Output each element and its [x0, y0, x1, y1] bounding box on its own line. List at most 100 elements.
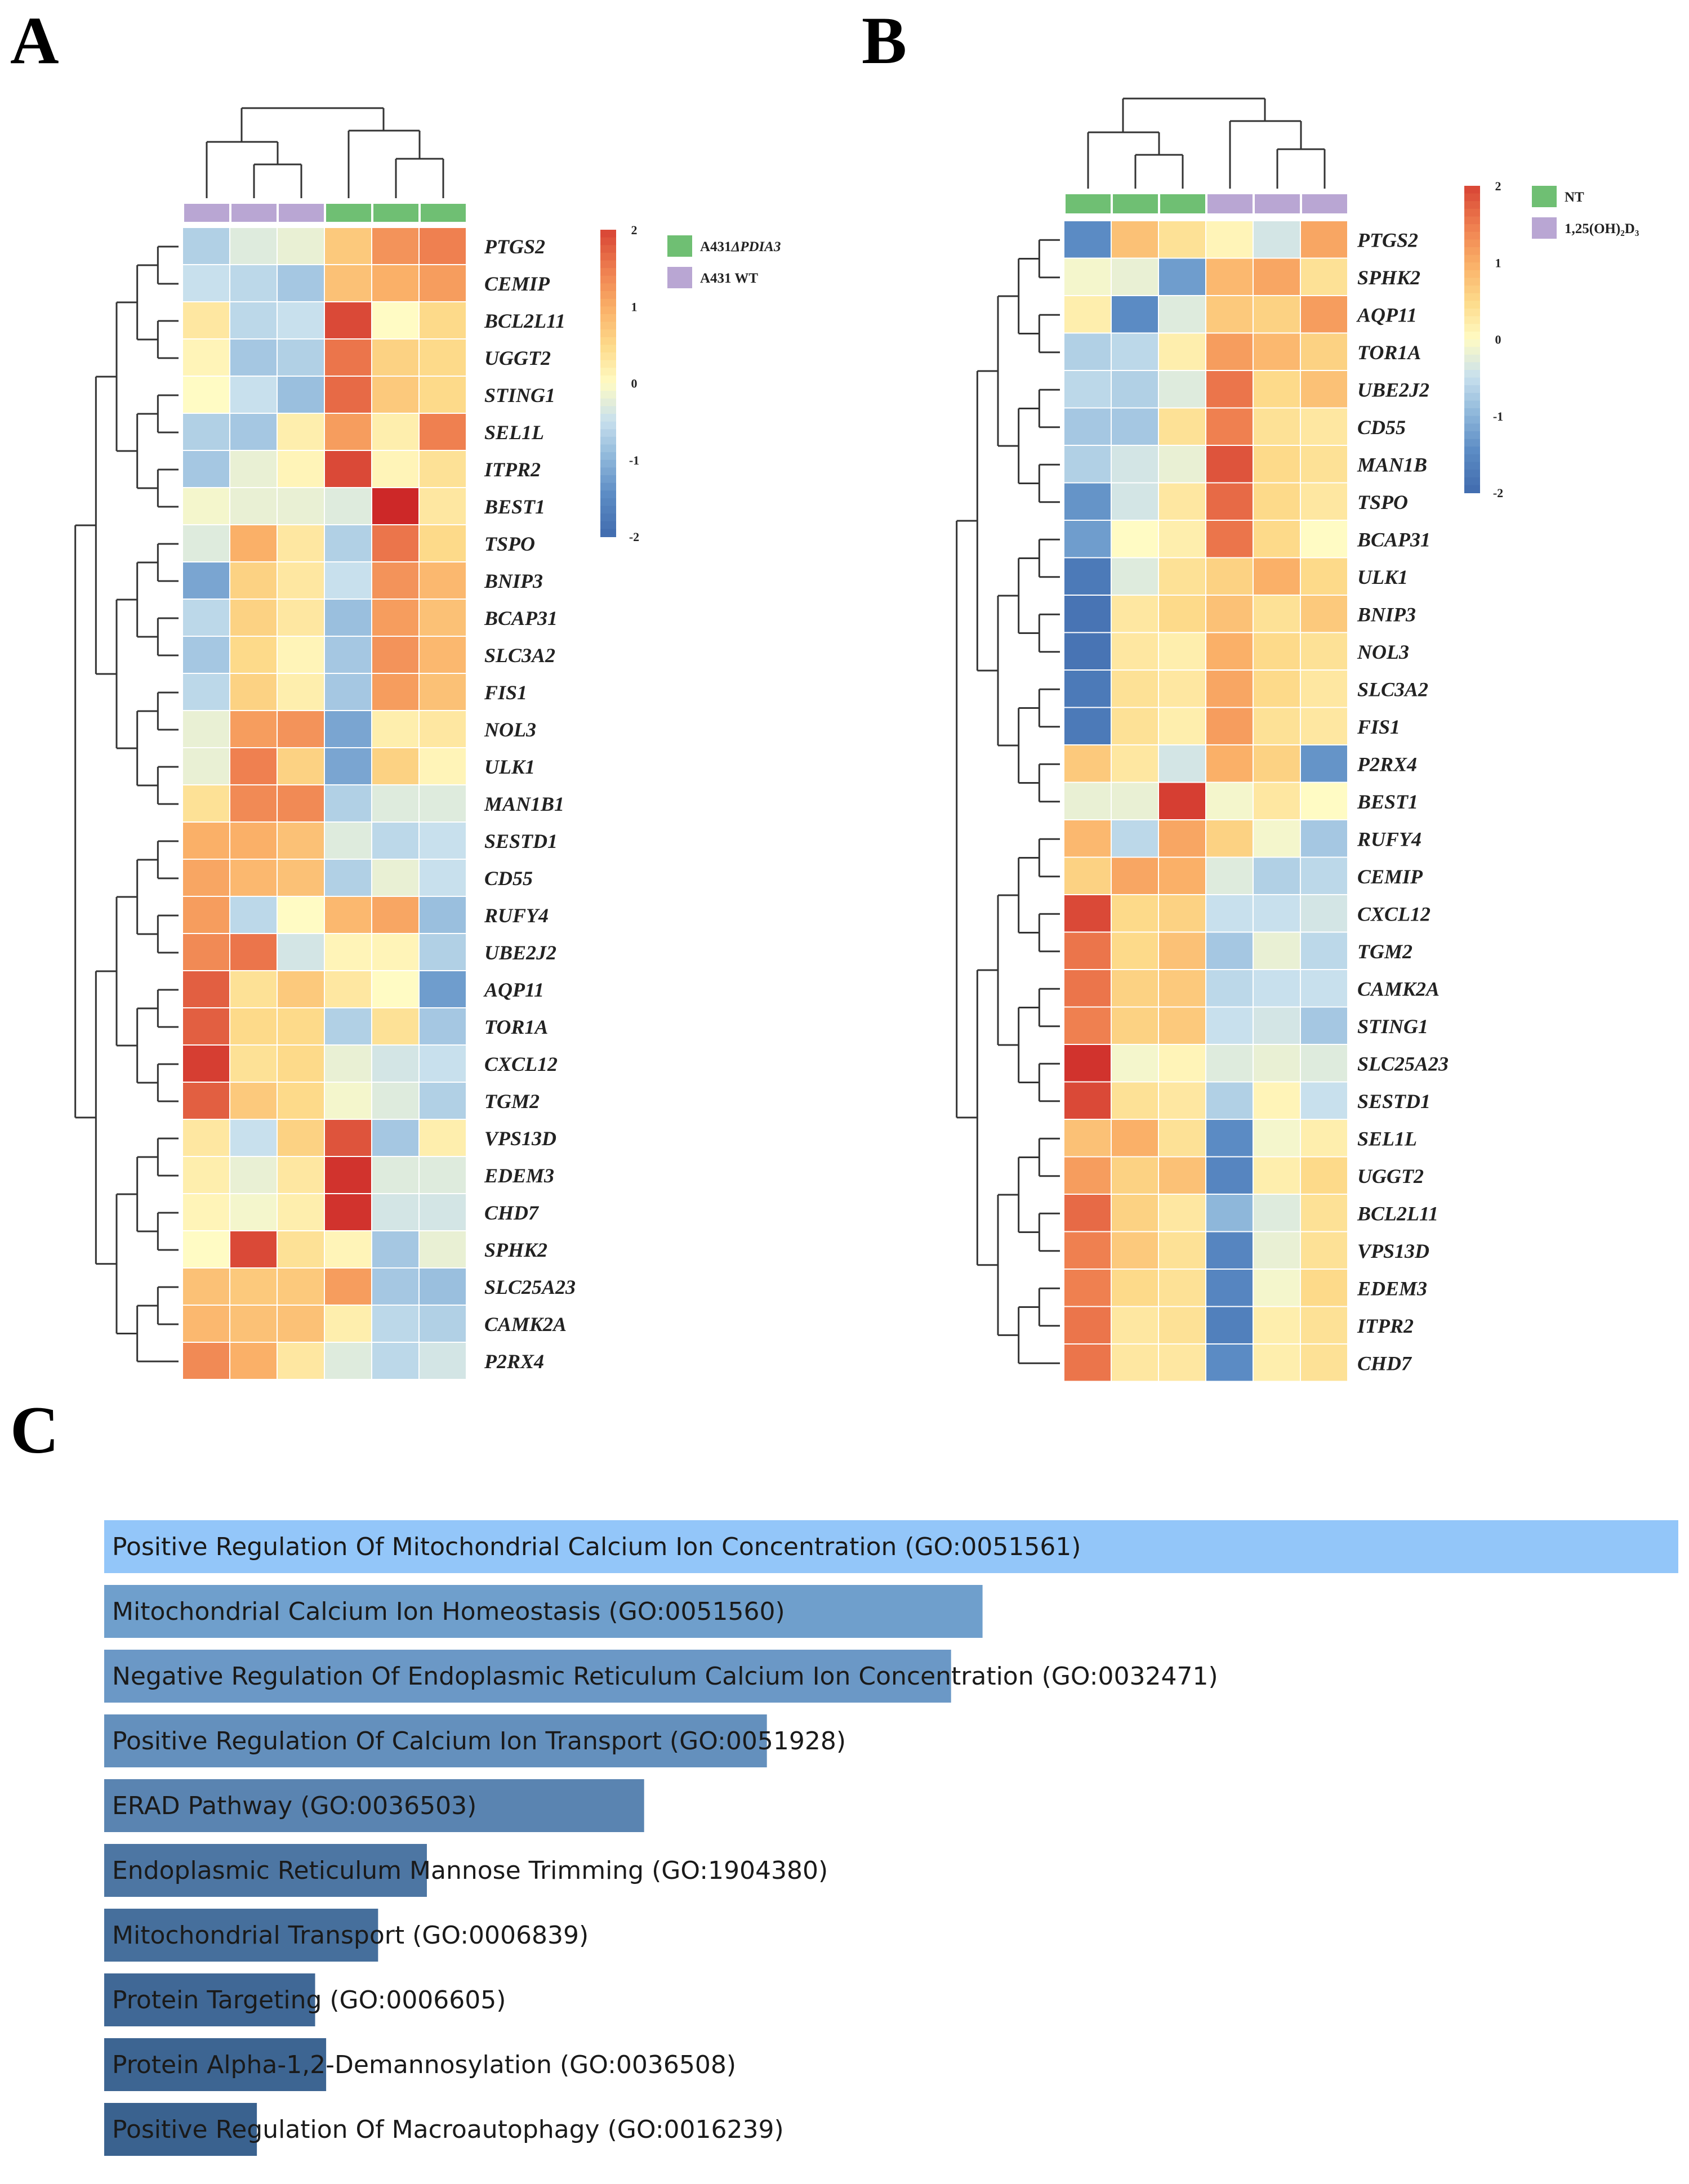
heatmap-cell [325, 1008, 371, 1044]
heatmap-cell [1301, 1120, 1347, 1156]
row-label-p2rx4: P2RX4 [484, 1350, 544, 1373]
heatmap-cell [1112, 932, 1158, 969]
heatmap-cell [420, 1120, 466, 1156]
colorbar-tick-label: 1 [1495, 256, 1501, 270]
heatmap-cell [183, 600, 229, 636]
heatmap-cell [1159, 745, 1205, 782]
heatmap-cell [1064, 783, 1111, 819]
heatmap-cell [230, 414, 277, 450]
heatmap-cell [1206, 596, 1253, 632]
heatmap-cell [1301, 1270, 1347, 1306]
bar-label-9: Protein Alpha-1,2-Demannosylation (GO:00… [112, 2051, 736, 2079]
colorbar-swatch [1464, 408, 1480, 417]
colorbar-swatch [1464, 270, 1480, 279]
heatmap-cell [230, 1269, 277, 1305]
heatmap-cell [183, 1194, 229, 1230]
legend-swatch [667, 235, 692, 257]
heatmap-cell [1206, 1120, 1253, 1156]
heatmap-cell [1159, 521, 1205, 557]
row-label-cd55: CD55 [1357, 416, 1406, 439]
row-label-ulk1: ULK1 [484, 756, 535, 778]
row-label-edem3: EDEM3 [1357, 1277, 1427, 1299]
heatmap-cell [372, 451, 418, 487]
heatmap-cell [325, 488, 371, 524]
row-label-bcap31: BCAP31 [484, 607, 558, 629]
heatmap-cell [1159, 1345, 1205, 1381]
heatmap-cell [372, 1269, 418, 1305]
row-label-slc25a23: SLC25A23 [1357, 1052, 1449, 1075]
heatmap-cell [1301, 408, 1347, 445]
heatmap-cell [1064, 221, 1111, 258]
heatmap-cell [183, 265, 229, 301]
heatmap-cell [1254, 671, 1300, 707]
heatmap-cell [278, 1120, 324, 1156]
heatmap-cell [420, 860, 466, 896]
colorbar-swatch [600, 375, 616, 384]
heatmap-cell [183, 1231, 229, 1267]
heatmap-cell [372, 1120, 418, 1156]
heatmap-cell [1254, 483, 1300, 520]
row-label-tgm2: TGM2 [1357, 940, 1412, 963]
colorbar-swatch [600, 252, 616, 261]
row-label-cxcl12: CXCL12 [484, 1053, 558, 1075]
column-annotation-1 [1066, 194, 1111, 213]
heatmap-cell [230, 451, 277, 487]
heatmap-cell [1301, 221, 1347, 258]
heatmap-cell [1254, 558, 1300, 595]
heatmap-cell [1112, 446, 1158, 483]
heatmap-cell [230, 748, 277, 784]
heatmap-cell [1206, 970, 1253, 1007]
heatmap-cell [372, 265, 418, 301]
heatmap-cell [278, 637, 324, 673]
row-label-cxcl12: CXCL12 [1357, 903, 1430, 925]
heatmap-cell [1112, 221, 1158, 258]
heatmap-cell [1254, 258, 1300, 295]
heatmap-cell [183, 711, 229, 747]
heatmap-cell [1064, 745, 1111, 782]
heatmap-cell [1206, 671, 1253, 707]
heatmap-cell [372, 711, 418, 747]
heatmap-cell [1206, 745, 1253, 782]
heatmap-cell [1064, 558, 1111, 595]
heatmap-cell [1301, 1007, 1347, 1044]
heatmap-cell [1112, 521, 1158, 557]
colorbar-swatch [1464, 216, 1480, 225]
colorbar-swatch [1464, 262, 1480, 271]
colorbar-swatch [1464, 423, 1480, 432]
heatmap-cell [325, 1046, 371, 1082]
heatmap-cell [278, 265, 324, 301]
heatmap-cell [183, 823, 229, 859]
colorbar-swatch [600, 337, 616, 346]
colorbar-swatch [600, 345, 616, 353]
heatmap-cell [1301, 1045, 1347, 1082]
colorbar-swatch [1464, 400, 1480, 409]
heatmap-cell [1159, 1007, 1205, 1044]
heatmap-cell [325, 451, 371, 487]
row-label-sestd1: SESTD1 [1357, 1090, 1430, 1113]
legend-swatch [1532, 217, 1557, 239]
row-label-best1: BEST1 [484, 495, 545, 518]
colorbar-swatch [1464, 446, 1480, 455]
heatmap-cell [230, 971, 277, 1007]
heatmap-cell [183, 1343, 229, 1379]
heatmap-cell [325, 1120, 371, 1156]
colorbar-swatch [600, 291, 616, 300]
heatmap-cell [1064, 521, 1111, 557]
heatmap-cell [1112, 857, 1158, 894]
heatmap-cell [278, 711, 324, 747]
colorbar-tick-label: 2 [1495, 179, 1501, 193]
colorbar-swatch [600, 506, 616, 515]
heatmap-cell [278, 1194, 324, 1230]
heatmap-cell [1254, 408, 1300, 445]
heatmap-cell [1254, 1045, 1300, 1082]
heatmap-cell [230, 674, 277, 710]
heatmap-cell [372, 1231, 418, 1267]
colorbar-swatch [1464, 278, 1480, 287]
heatmap-cell [1159, 1232, 1205, 1269]
heatmap-cell [325, 525, 371, 561]
heatmap-cell [1254, 371, 1300, 408]
heatmap-cell [1301, 820, 1347, 857]
heatmap-cell [1254, 221, 1300, 258]
row-label-vps13d: VPS13D [1357, 1240, 1429, 1262]
heatmap-cell [183, 562, 229, 599]
